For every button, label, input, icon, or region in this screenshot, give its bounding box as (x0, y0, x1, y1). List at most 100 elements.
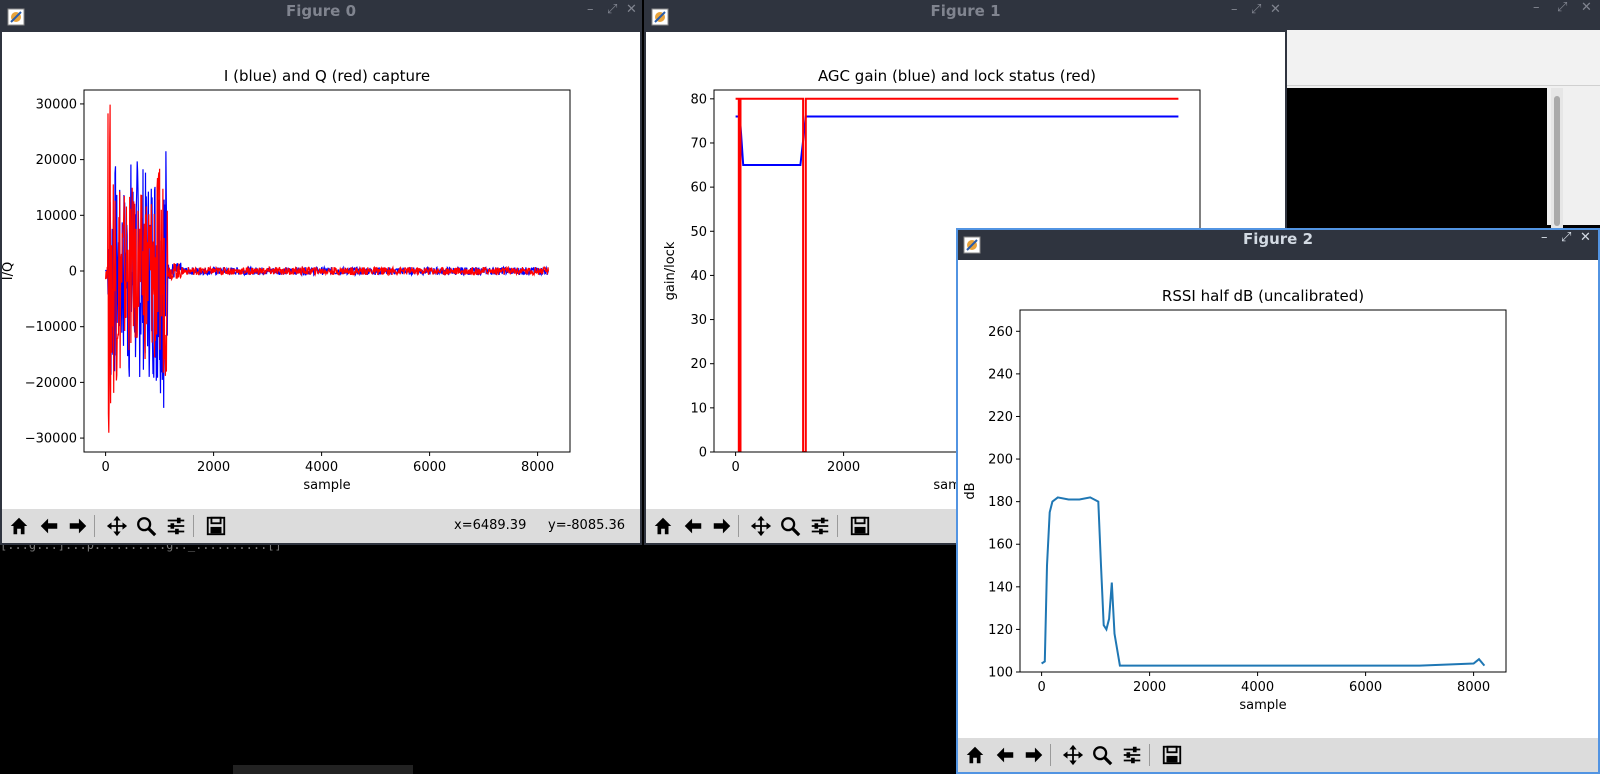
y-tick-label: 20 (690, 357, 707, 372)
configure-subplots-icon (1123, 746, 1141, 764)
home-button[interactable] (6, 513, 32, 539)
configure-subplots-button[interactable] (1119, 742, 1145, 768)
window-title: Figure 0 (285, 2, 357, 20)
y-tick-label: 50 (690, 225, 707, 240)
x-tick-label: 0 (101, 460, 109, 475)
minimize-icon[interactable]: – (1231, 2, 1238, 17)
save-icon (850, 516, 870, 536)
pan-button[interactable] (104, 513, 130, 539)
cursor-y-readout: y=-8085.36 (548, 518, 626, 533)
forward-arrow-button[interactable] (65, 513, 91, 539)
maximize-icon[interactable]: ⤢ (1251, 2, 1262, 17)
toolbar-separator (1149, 744, 1150, 766)
y-axis-label: dB (963, 482, 978, 499)
background-dark-pane (1263, 88, 1547, 228)
figure-0-window[interactable]: Figure 0 – ⤢ ✕ I (blue) and Q (red) capt… (0, 0, 642, 545)
figure-0-titlebar[interactable]: Figure 0 – ⤢ ✕ (2, 2, 640, 32)
x-tick-label: 0 (1037, 680, 1045, 695)
x-tick-label: 2000 (827, 460, 860, 475)
navigation-toolbar (958, 738, 1598, 772)
configure-subplots-button[interactable] (807, 513, 833, 539)
zoom-icon (137, 517, 157, 537)
figure-2-titlebar[interactable]: Figure 2 – ⤢ ✕ (958, 230, 1598, 260)
scrollbar[interactable] (1551, 88, 1563, 228)
close-icon[interactable]: ✕ (626, 2, 637, 17)
y-tick-label: 40 (690, 269, 707, 284)
minimize-icon[interactable]: – (1533, 0, 1540, 15)
save-button[interactable] (1159, 742, 1185, 768)
minimize-icon[interactable]: – (1541, 230, 1548, 245)
home-button[interactable] (962, 742, 988, 768)
close-icon[interactable]: ✕ (1580, 230, 1591, 245)
home-icon (10, 517, 28, 535)
x-tick-label: 4000 (1241, 680, 1274, 695)
back-arrow-button[interactable] (992, 742, 1018, 768)
y-tick-label: 30 (690, 313, 707, 328)
configure-subplots-button[interactable] (163, 513, 189, 539)
pan-button[interactable] (748, 513, 774, 539)
zoom-button[interactable] (133, 513, 159, 539)
figure-1-titlebar[interactable]: Figure 1 – ⤢ ✕ (646, 2, 1285, 32)
close-icon[interactable]: ✕ (1581, 0, 1592, 15)
y-tick-label: 70 (690, 136, 707, 151)
y-tick-label: 20000 (36, 153, 77, 168)
maximize-icon[interactable]: ⤢ (1561, 230, 1572, 245)
y-tick-label: 30000 (36, 97, 77, 112)
window-title: Figure 1 (930, 2, 1001, 20)
forward-arrow-button[interactable] (709, 513, 735, 539)
chart-title: AGC gain (blue) and lock status (red) (818, 67, 1096, 85)
forward-arrow-button[interactable] (1021, 742, 1047, 768)
y-tick-label: 10000 (36, 209, 77, 224)
x-tick-label: 8000 (1457, 680, 1490, 695)
save-button[interactable] (847, 513, 873, 539)
zoom-button[interactable] (1089, 742, 1115, 768)
y-tick-label: 140 (988, 580, 1013, 595)
save-icon (206, 516, 226, 536)
figure-2-window[interactable]: Figure 2 – ⤢ ✕ RSSI half dB (uncalibrate… (956, 228, 1600, 774)
toolbar-separator (94, 515, 95, 537)
scrollbar-thumb[interactable] (1554, 96, 1560, 226)
iq-capture-chart[interactable]: I (blue) and Q (red) capture 0 2000 4000 600… (2, 32, 640, 512)
maximize-icon[interactable]: ⤢ (1557, 0, 1568, 15)
pan-icon (106, 515, 128, 537)
y-tick-label: 0 (699, 446, 707, 461)
x-tick-label: 2000 (1133, 680, 1166, 695)
x-axis-label: sample (303, 478, 350, 493)
forward-arrow-icon (1025, 747, 1043, 763)
toolbar-separator (837, 515, 838, 537)
back-arrow-button[interactable] (36, 513, 62, 539)
forward-arrow-icon (713, 518, 731, 534)
window-title: Figure 2 (1242, 230, 1314, 248)
maximize-icon[interactable]: ⤢ (607, 2, 618, 17)
cursor-x-readout: x=6489.39 (454, 518, 527, 533)
y-tick-label: 180 (988, 495, 1013, 510)
back-arrow-button[interactable] (680, 513, 706, 539)
home-icon (654, 517, 672, 535)
series-line-0 (735, 115, 1179, 166)
pan-button[interactable] (1060, 742, 1086, 768)
back-arrow-icon (684, 518, 702, 534)
chart-title: RSSI half dB (uncalibrated) (1162, 287, 1364, 305)
zoom-icon (781, 517, 801, 537)
back-arrow-icon (40, 518, 58, 534)
background-toolbar (1263, 30, 1600, 86)
zoom-button[interactable] (777, 513, 803, 539)
minimize-icon[interactable]: – (587, 2, 594, 17)
y-axis-label: gain/lock (663, 241, 678, 300)
y-tick-label: −20000 (25, 376, 77, 391)
agc-gain-chart[interactable]: AGC gain (blue) and lock status (red) 0 20… (646, 32, 1285, 512)
close-icon[interactable]: ✕ (1270, 2, 1281, 17)
y-tick-label: 240 (988, 367, 1013, 382)
y-tick-label: 100 (988, 666, 1013, 681)
back-arrow-icon (996, 747, 1014, 763)
save-button[interactable] (203, 513, 229, 539)
y-axis-label: I/Q (2, 262, 16, 280)
forward-arrow-icon (69, 518, 87, 534)
pan-icon (750, 515, 772, 537)
save-icon (1162, 745, 1182, 765)
y-tick-label: 80 (690, 92, 707, 107)
home-icon (966, 746, 984, 764)
home-button[interactable] (650, 513, 676, 539)
rssi-chart[interactable]: RSSI half dB (uncalibrated) 0 2000 4000 6000… (958, 260, 1598, 740)
x-tick-label: 2000 (197, 460, 230, 475)
